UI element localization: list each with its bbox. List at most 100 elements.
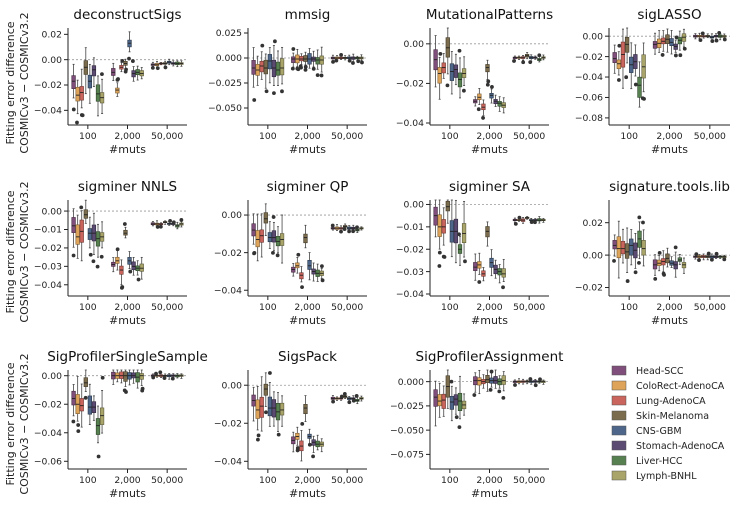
y-tick-label: 0.000 (398, 377, 424, 388)
y-tick-label: 0.000 (216, 53, 242, 64)
outlier-point (79, 205, 84, 210)
box (485, 64, 490, 73)
x-axis-label: #muts (651, 143, 688, 156)
y-tick-label: 0.00 (583, 31, 604, 42)
box (119, 371, 124, 379)
outlier-point (252, 250, 257, 255)
box (279, 58, 285, 76)
x-tick-label: 100 (79, 475, 97, 486)
box (637, 76, 642, 98)
legend-swatch (611, 380, 627, 391)
panel-title: SigProfilerAssignment (416, 349, 564, 365)
x-tick-label: 50,000 (331, 302, 363, 313)
outlier-point (140, 388, 145, 393)
panel-title: sigminer NNLS (78, 179, 177, 195)
outlier-point (256, 433, 261, 438)
outlier-point (351, 229, 355, 234)
box (437, 214, 442, 237)
box (473, 262, 478, 271)
x-tick-label: 50,000 (694, 302, 726, 313)
outlier-point (624, 75, 629, 80)
y-tick-label: −0.02 (214, 248, 242, 259)
panel-title: signature.tools.lib (609, 179, 730, 195)
box (275, 61, 281, 76)
outlier-point (457, 48, 462, 53)
outlier-point (71, 419, 76, 424)
x-tick-label: 2,000 (476, 475, 502, 486)
y-tick-label: 0.025 (216, 28, 242, 39)
y-tick-label: −0.02 (396, 79, 424, 90)
outlier-point (710, 257, 714, 262)
y-tick-label: 0.00 (583, 250, 604, 261)
panel-title: SigProfilerSingleSample (47, 349, 208, 365)
box (485, 374, 490, 383)
box (251, 60, 256, 75)
box (497, 101, 502, 107)
outlier-point (682, 46, 687, 51)
box (115, 87, 120, 94)
legend-swatch (611, 410, 627, 421)
outlier-point (489, 369, 494, 374)
box (259, 396, 264, 418)
outlier-point (661, 271, 666, 276)
x-tick-label: 50,000 (151, 302, 183, 313)
outlier-point (538, 377, 542, 382)
outlier-point (700, 31, 705, 36)
outlier-point (437, 264, 442, 268)
box (303, 233, 308, 244)
x-tick-label: 100 (620, 131, 638, 142)
chart-panel: signature.tools.lib −0.02 0.00 0.02 100 2,000… (575, 179, 730, 327)
y-tick-label: −0.075 (390, 450, 424, 461)
x-axis-label: #muts (289, 487, 326, 500)
y-tick-label: −0.06 (34, 456, 62, 467)
chart-panel: sigLASSO −0.08 −0.06 −0.04 −0.02 0.00 100 2,000… (575, 7, 730, 156)
outlier-point (351, 398, 356, 403)
outlier-point (714, 38, 719, 43)
box (139, 373, 144, 380)
y-tick-label: −0.050 (390, 425, 424, 436)
outlier-point (158, 224, 163, 229)
outlier-point (339, 229, 343, 234)
box (641, 240, 646, 256)
x-tick-label: 100 (441, 302, 459, 313)
y-tick-label: −0.050 (208, 103, 242, 114)
x-tick-label: 2,000 (294, 475, 320, 486)
outlier-point (356, 59, 361, 64)
x-tick-label: 50,000 (513, 131, 545, 142)
box (99, 407, 105, 425)
outlier-point (303, 64, 308, 69)
outlier-point (625, 279, 630, 283)
y-axis-label-row2-line2: COSMICv3 − COSMICv3.2 (18, 181, 31, 322)
box (433, 206, 438, 226)
box (624, 243, 630, 259)
outlier-point (331, 399, 335, 404)
outlier-point (342, 227, 347, 231)
outlier-point (476, 107, 481, 112)
outlier-point (71, 107, 76, 112)
x-tick-label: 50,000 (151, 131, 183, 142)
box (271, 59, 277, 78)
y-axis-label-row1-line2: COSMICv3 − COSMICv3.2 (18, 12, 31, 153)
box (87, 228, 92, 240)
panel-title: sigLASSO (637, 7, 701, 23)
outlier-point (501, 285, 505, 290)
x-tick-label: 2,000 (476, 302, 502, 313)
x-tick-label: 2,000 (294, 302, 320, 313)
outlier-point (641, 220, 645, 225)
y-tick-label: −0.01 (396, 222, 424, 233)
outlier-point (83, 395, 88, 400)
y-tick-label: −0.04 (34, 428, 62, 439)
outlier-point (296, 67, 301, 72)
y-tick-label: 0.02 (583, 218, 603, 229)
outlier-point (295, 446, 300, 450)
x-tick-label: 50,000 (331, 475, 363, 486)
outlier-point (660, 53, 665, 57)
outlier-point (477, 280, 482, 284)
box (83, 209, 88, 219)
legend-swatch (611, 395, 627, 406)
box (453, 394, 459, 406)
box (279, 402, 285, 416)
outlier-point (633, 270, 638, 275)
box (115, 256, 120, 264)
